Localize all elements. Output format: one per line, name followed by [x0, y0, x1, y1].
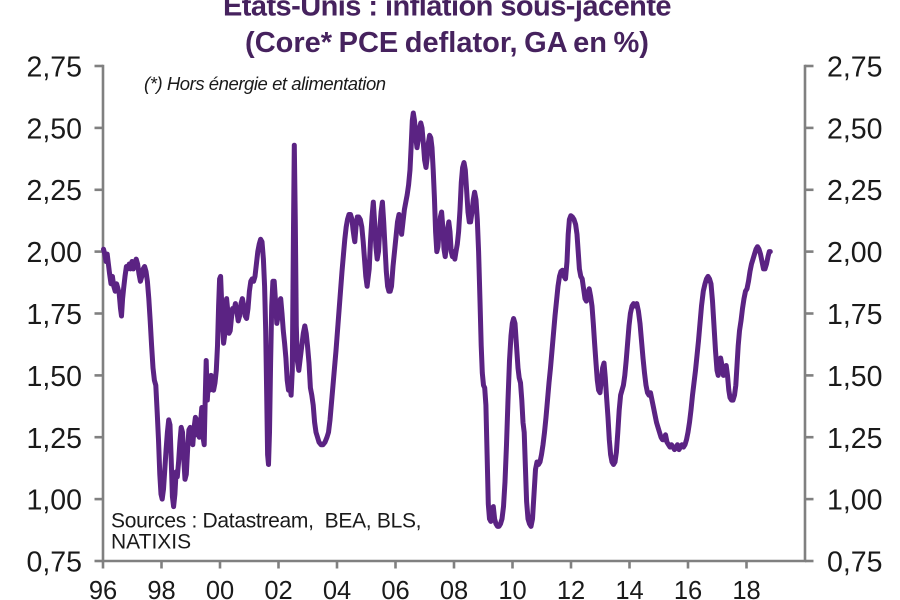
svg-text:2,25: 2,25 [27, 175, 82, 207]
svg-text:1,50: 1,50 [827, 361, 882, 393]
svg-text:10: 10 [498, 577, 526, 600]
svg-text:16: 16 [674, 577, 702, 600]
svg-text:12: 12 [557, 577, 585, 600]
svg-text:14: 14 [615, 577, 643, 600]
svg-text:2,75: 2,75 [827, 52, 882, 84]
svg-text:Sources : Datastream, BEA, BL: Sources : Datastream, BEA, BLS, [111, 510, 421, 533]
svg-text:96: 96 [89, 577, 117, 600]
svg-text:1,25: 1,25 [27, 423, 82, 455]
svg-text:1,00: 1,00 [827, 485, 882, 517]
svg-text:(*) Hors énergie et alimentati: (*) Hors énergie et alimentation [144, 73, 386, 94]
svg-text:00: 00 [206, 577, 234, 600]
svg-text:06: 06 [381, 577, 409, 600]
svg-text:04: 04 [323, 577, 351, 600]
svg-text:NATIXIS: NATIXIS [111, 531, 191, 554]
svg-text:1,25: 1,25 [827, 423, 882, 455]
svg-text:2,00: 2,00 [27, 237, 82, 269]
svg-text:2,50: 2,50 [27, 113, 82, 145]
svg-text:0,75: 0,75 [27, 547, 82, 579]
svg-text:1,75: 1,75 [827, 299, 882, 331]
svg-text:98: 98 [147, 577, 175, 600]
svg-text:02: 02 [264, 577, 292, 600]
svg-text:18: 18 [732, 577, 760, 600]
svg-text:(Core* PCE deflator, GA en %): (Core* PCE deflator, GA en %) [245, 27, 649, 59]
svg-text:2,00: 2,00 [827, 237, 882, 269]
svg-text:2,50: 2,50 [827, 113, 882, 145]
svg-text:Etats-Unis : inflation sous-ja: Etats-Unis : inflation sous-jacente [223, 0, 671, 23]
svg-text:1,00: 1,00 [27, 485, 82, 517]
svg-text:08: 08 [440, 577, 468, 600]
svg-text:0,75: 0,75 [827, 547, 882, 579]
svg-text:1,75: 1,75 [27, 299, 82, 331]
svg-text:2,75: 2,75 [27, 52, 82, 84]
svg-text:2,25: 2,25 [827, 175, 882, 207]
svg-text:1,50: 1,50 [27, 361, 82, 393]
